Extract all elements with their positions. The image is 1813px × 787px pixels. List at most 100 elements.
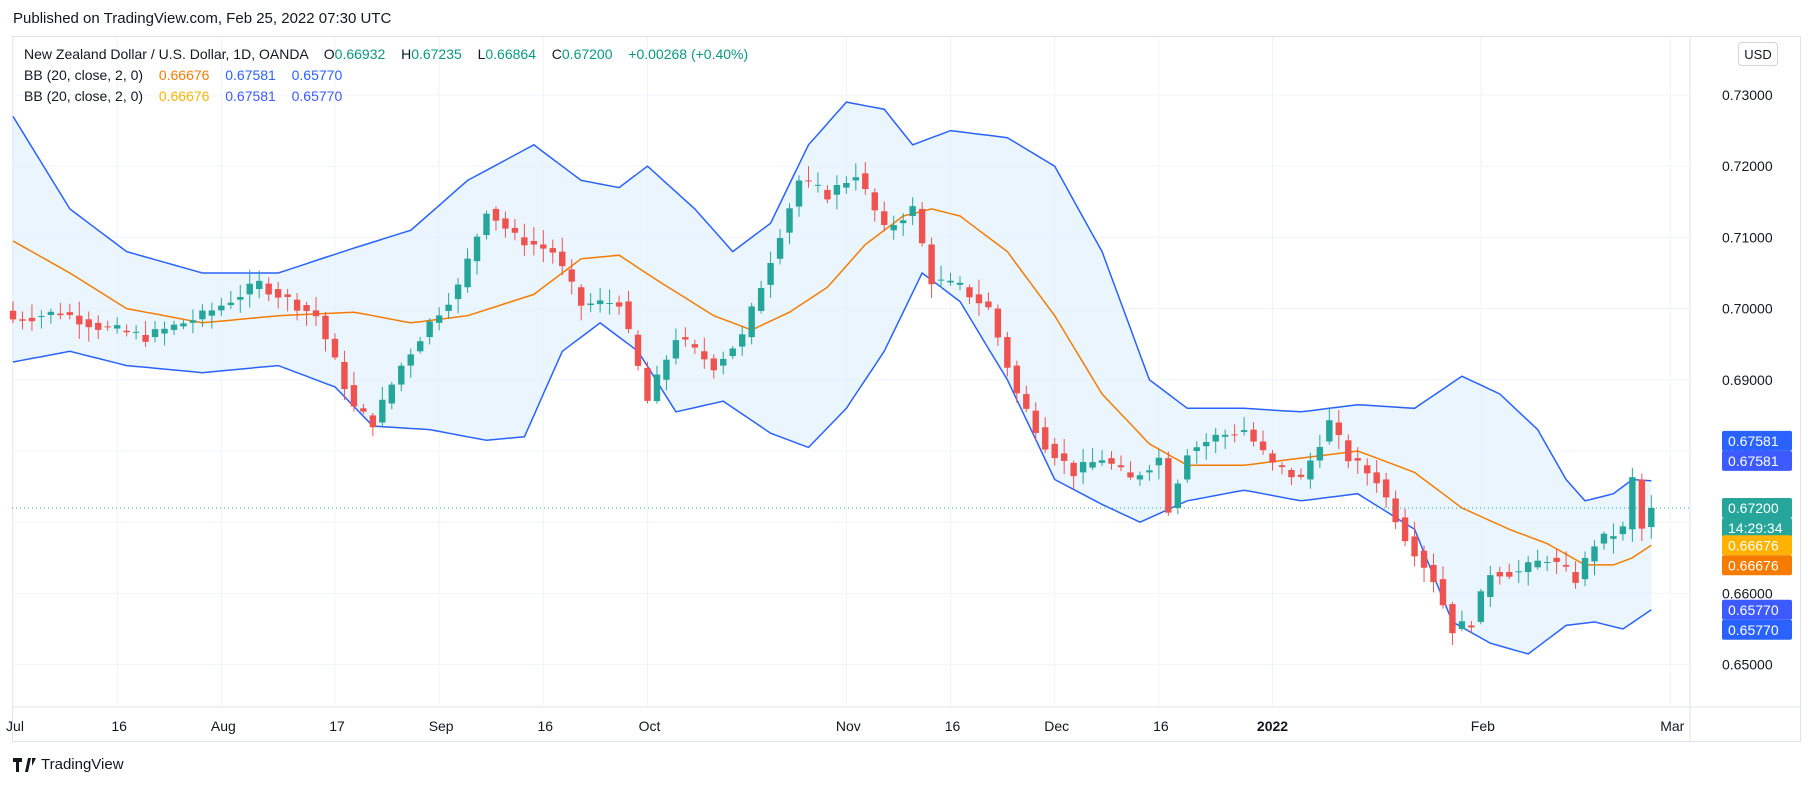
x-tick-label: 2022 <box>1257 718 1288 734</box>
candle-body <box>729 348 736 357</box>
candle-body <box>284 294 291 297</box>
candle-body <box>1051 443 1058 459</box>
candle-body <box>199 310 206 320</box>
y-tick-label: 0.72000 <box>1722 158 1773 174</box>
candle-body <box>208 310 216 316</box>
candle-body <box>293 299 301 311</box>
candle-body <box>1335 422 1342 436</box>
candle-body <box>653 374 661 402</box>
candle-body <box>720 358 727 366</box>
candle-body <box>9 310 17 320</box>
candle-body <box>1231 434 1238 436</box>
tradingview-logo[interactable]: TradingView <box>13 756 124 773</box>
x-tick-label: 16 <box>1153 718 1169 734</box>
candle-body <box>1165 458 1172 513</box>
candle-body <box>947 280 954 283</box>
x-tick-label: 16 <box>111 718 127 734</box>
price-tag-label: 14:29:34 <box>1728 520 1783 536</box>
price-tag <box>1722 619 1792 640</box>
y-tick-label: 0.70000 <box>1722 301 1773 317</box>
candle-body <box>57 313 64 316</box>
candle-body <box>1070 462 1077 477</box>
candle-body <box>1543 562 1551 564</box>
candle-body <box>85 319 92 328</box>
price-tag-label: 0.65770 <box>1728 622 1779 638</box>
candle-body <box>19 319 26 321</box>
candle-body <box>521 237 528 246</box>
candle-body <box>1250 429 1257 442</box>
candle-body <box>132 331 140 333</box>
candle-body <box>123 330 130 333</box>
candle-body <box>881 211 888 226</box>
open-key: O <box>323 46 335 62</box>
candle-body <box>1117 465 1125 468</box>
price-tag <box>1722 450 1792 471</box>
candle-body <box>748 306 755 338</box>
candle-body <box>28 317 36 322</box>
candle-body <box>1373 472 1380 484</box>
price-tag-label: 0.65770 <box>1728 602 1779 618</box>
candle-body <box>322 315 329 340</box>
candle-body <box>1420 550 1428 568</box>
candle-body <box>587 303 594 306</box>
candle-body <box>1411 536 1418 557</box>
candle-body <box>918 208 926 244</box>
candle-body <box>1212 434 1219 442</box>
candle-body <box>625 301 632 330</box>
y-tick-label: 0.65000 <box>1722 657 1773 673</box>
candle-body <box>1136 475 1144 480</box>
tradingview-logo-icon <box>13 757 36 772</box>
bb2-label: BB (20, close, 2, 0) <box>24 88 144 104</box>
close-value: 0.67200 <box>561 46 613 62</box>
candle-body <box>1060 453 1068 461</box>
candle-body <box>369 415 377 428</box>
currency-button[interactable]: USD <box>1738 42 1778 66</box>
bb2-upper: 0.67581 <box>225 88 276 104</box>
bb2-row[interactable]: BB (20, close, 2, 0) 0.66676 0.67581 0.6… <box>24 86 748 107</box>
candle-body <box>189 320 197 323</box>
close-key: C <box>551 46 562 62</box>
candle-body <box>66 312 74 316</box>
candle-body <box>937 279 945 281</box>
candle-body <box>1221 434 1229 437</box>
candle-body <box>871 192 878 211</box>
x-tick-label: Nov <box>836 718 861 734</box>
candle-body <box>1430 564 1437 583</box>
candle-body <box>1591 546 1598 562</box>
price-tag <box>1722 430 1792 451</box>
candle-body <box>407 354 414 366</box>
candle-body <box>1193 447 1200 451</box>
bb1-row[interactable]: BB (20, close, 2, 0) 0.66676 0.67581 0.6… <box>24 65 748 86</box>
candle-body <box>852 177 860 181</box>
candle-body <box>303 305 310 312</box>
published-caption: Published on TradingView.com, Feb 25, 20… <box>13 10 392 27</box>
x-tick-label: Sep <box>429 718 454 734</box>
candle-body <box>492 208 500 221</box>
candle-body <box>795 180 803 207</box>
low-key: L <box>477 46 486 62</box>
candle-body <box>227 302 235 306</box>
bollinger-lower-line <box>12 271 1652 655</box>
candle-body <box>170 324 178 330</box>
candle-body <box>1127 472 1134 478</box>
candle-body <box>1174 483 1182 508</box>
candle-body <box>1089 462 1096 468</box>
price-tag <box>1722 599 1792 620</box>
candle-body <box>1648 507 1655 528</box>
candle-body <box>530 240 538 245</box>
candle-body <box>663 359 670 380</box>
price-tag-label: 0.66676 <box>1728 557 1779 573</box>
candle-body <box>843 182 850 188</box>
candle-body <box>1629 477 1636 530</box>
low-value: 0.66864 <box>485 46 536 62</box>
candle-body <box>151 329 159 338</box>
candle-body <box>928 244 935 285</box>
candle-body <box>1269 453 1276 463</box>
candle-body <box>738 334 746 347</box>
candle-body <box>180 323 187 327</box>
candle-body <box>1259 441 1267 451</box>
symbol-row: New Zealand Dollar / U.S. Dollar, 1D, OA… <box>24 44 748 65</box>
candle-body <box>568 269 575 282</box>
candle-body <box>104 326 111 328</box>
